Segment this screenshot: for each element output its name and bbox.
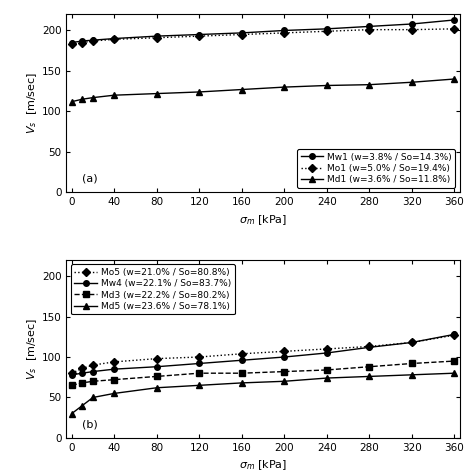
- Md1 (w=3.6% / So=11.8%): [111, 92, 117, 98]
- Mo1 (w=5.0% / So=19.4%): [90, 38, 96, 44]
- Mo5 (w=21.0% / So=80.8%): [196, 354, 202, 360]
- Line: Mw4 (w=22.1% / So=83.7%): Mw4 (w=22.1% / So=83.7%): [69, 332, 457, 377]
- Mw1 (w=3.8% / So=14.3%): [282, 28, 287, 33]
- Mo1 (w=5.0% / So=19.4%): [154, 35, 160, 40]
- Mw4 (w=22.1% / So=83.7%): [80, 370, 85, 376]
- Mo5 (w=21.0% / So=80.8%): [69, 370, 74, 376]
- Md1 (w=3.6% / So=11.8%): [366, 82, 372, 88]
- Mw1 (w=3.8% / So=14.3%): [154, 33, 160, 39]
- Mw4 (w=22.1% / So=83.7%): [196, 361, 202, 367]
- Mw4 (w=22.1% / So=83.7%): [452, 331, 457, 337]
- Mw4 (w=22.1% / So=83.7%): [282, 354, 287, 360]
- Mw1 (w=3.8% / So=14.3%): [452, 17, 457, 23]
- Md5 (w=23.6% / So=78.1%): [366, 374, 372, 379]
- Mw4 (w=22.1% / So=83.7%): [154, 364, 160, 369]
- X-axis label: $\sigma_m$ [kPa]: $\sigma_m$ [kPa]: [239, 458, 287, 472]
- Mo5 (w=21.0% / So=80.8%): [90, 362, 96, 368]
- Md3 (w=22.2% / So=80.2%): [80, 380, 85, 386]
- Mo5 (w=21.0% / So=80.8%): [366, 344, 372, 349]
- Md3 (w=22.2% / So=80.2%): [90, 378, 96, 384]
- Mo1 (w=5.0% / So=19.4%): [111, 37, 117, 42]
- Md5 (w=23.6% / So=78.1%): [452, 370, 457, 376]
- Mo5 (w=21.0% / So=80.8%): [111, 359, 117, 365]
- Md5 (w=23.6% / So=78.1%): [409, 372, 415, 377]
- Md5 (w=23.6% / So=78.1%): [69, 411, 74, 416]
- Mw1 (w=3.8% / So=14.3%): [111, 36, 117, 41]
- Md5 (w=23.6% / So=78.1%): [154, 385, 160, 391]
- Mo5 (w=21.0% / So=80.8%): [80, 366, 85, 371]
- Mo1 (w=5.0% / So=19.4%): [409, 27, 415, 32]
- Line: Mw1 (w=3.8% / So=14.3%): Mw1 (w=3.8% / So=14.3%): [69, 17, 457, 45]
- Line: Md5 (w=23.6% / So=78.1%): Md5 (w=23.6% / So=78.1%): [68, 370, 458, 417]
- Mo1 (w=5.0% / So=19.4%): [452, 26, 457, 32]
- Mw1 (w=3.8% / So=14.3%): [80, 38, 85, 44]
- Md1 (w=3.6% / So=11.8%): [90, 95, 96, 100]
- Mw4 (w=22.1% / So=83.7%): [90, 369, 96, 375]
- Mw4 (w=22.1% / So=83.7%): [366, 345, 372, 350]
- Mo5 (w=21.0% / So=80.8%): [409, 339, 415, 345]
- Md5 (w=23.6% / So=78.1%): [324, 375, 330, 381]
- Mo5 (w=21.0% / So=80.8%): [282, 348, 287, 354]
- Md1 (w=3.6% / So=11.8%): [324, 83, 330, 89]
- Md3 (w=22.2% / So=80.2%): [452, 358, 457, 364]
- Text: (b): (b): [82, 419, 98, 429]
- Legend: Mw1 (w=3.8% / So=14.3%), Mo1 (w=5.0% / So=19.4%), Md1 (w=3.6% / So=11.8%): Mw1 (w=3.8% / So=14.3%), Mo1 (w=5.0% / S…: [297, 149, 455, 188]
- Md5 (w=23.6% / So=78.1%): [111, 391, 117, 397]
- Md3 (w=22.2% / So=80.2%): [154, 374, 160, 379]
- Mo5 (w=21.0% / So=80.8%): [324, 346, 330, 352]
- Md1 (w=3.6% / So=11.8%): [80, 96, 85, 102]
- Md3 (w=22.2% / So=80.2%): [409, 361, 415, 367]
- Mw1 (w=3.8% / So=14.3%): [90, 37, 96, 43]
- Md1 (w=3.6% / So=11.8%): [452, 76, 457, 82]
- Mw4 (w=22.1% / So=83.7%): [239, 357, 245, 363]
- Y-axis label: $V_s$  [m/sec]: $V_s$ [m/sec]: [25, 318, 39, 380]
- Mw4 (w=22.1% / So=83.7%): [69, 372, 74, 377]
- Legend: Mo5 (w=21.0% / So=80.8%), Mw4 (w=22.1% / So=83.7%), Md3 (w=22.2% / So=80.2%), Md: Mo5 (w=21.0% / So=80.8%), Mw4 (w=22.1% /…: [71, 265, 235, 315]
- Mw4 (w=22.1% / So=83.7%): [111, 367, 117, 372]
- Mo1 (w=5.0% / So=19.4%): [239, 31, 245, 37]
- Mw1 (w=3.8% / So=14.3%): [239, 30, 245, 36]
- Mo1 (w=5.0% / So=19.4%): [366, 27, 372, 32]
- Mo1 (w=5.0% / So=19.4%): [282, 30, 287, 36]
- Mw4 (w=22.1% / So=83.7%): [324, 350, 330, 356]
- Mo1 (w=5.0% / So=19.4%): [80, 40, 85, 45]
- Md1 (w=3.6% / So=11.8%): [154, 91, 160, 97]
- Md3 (w=22.2% / So=80.2%): [282, 369, 287, 375]
- Mo5 (w=21.0% / So=80.8%): [154, 356, 160, 361]
- Mw4 (w=22.1% / So=83.7%): [409, 339, 415, 345]
- Mw1 (w=3.8% / So=14.3%): [409, 21, 415, 27]
- Md5 (w=23.6% / So=78.1%): [80, 403, 85, 408]
- Md5 (w=23.6% / So=78.1%): [239, 380, 245, 386]
- Mw1 (w=3.8% / So=14.3%): [324, 26, 330, 32]
- Md5 (w=23.6% / So=78.1%): [90, 395, 96, 400]
- Md1 (w=3.6% / So=11.8%): [196, 89, 202, 95]
- Mo1 (w=5.0% / So=19.4%): [324, 29, 330, 34]
- Md3 (w=22.2% / So=80.2%): [69, 383, 74, 388]
- Line: Mo5 (w=21.0% / So=80.8%): Mo5 (w=21.0% / So=80.8%): [69, 332, 457, 376]
- Md3 (w=22.2% / So=80.2%): [111, 377, 117, 383]
- Md3 (w=22.2% / So=80.2%): [366, 364, 372, 369]
- Md3 (w=22.2% / So=80.2%): [239, 370, 245, 376]
- Md3 (w=22.2% / So=80.2%): [196, 370, 202, 376]
- Mw1 (w=3.8% / So=14.3%): [196, 31, 202, 37]
- Mo1 (w=5.0% / So=19.4%): [69, 41, 74, 47]
- Md1 (w=3.6% / So=11.8%): [409, 79, 415, 85]
- Mo5 (w=21.0% / So=80.8%): [452, 332, 457, 338]
- Line: Md1 (w=3.6% / So=11.8%): Md1 (w=3.6% / So=11.8%): [68, 76, 458, 105]
- Mw1 (w=3.8% / So=14.3%): [69, 40, 74, 45]
- Md5 (w=23.6% / So=78.1%): [196, 383, 202, 388]
- Mw1 (w=3.8% / So=14.3%): [366, 23, 372, 29]
- Mo5 (w=21.0% / So=80.8%): [239, 351, 245, 357]
- Text: (a): (a): [82, 173, 98, 183]
- Line: Mo1 (w=5.0% / So=19.4%): Mo1 (w=5.0% / So=19.4%): [69, 26, 457, 47]
- Y-axis label: $V_s$  [m/sec]: $V_s$ [m/sec]: [25, 72, 39, 134]
- Md1 (w=3.6% / So=11.8%): [239, 87, 245, 92]
- X-axis label: $\sigma_m$ [kPa]: $\sigma_m$ [kPa]: [239, 213, 287, 227]
- Md1 (w=3.6% / So=11.8%): [282, 84, 287, 90]
- Mo1 (w=5.0% / So=19.4%): [196, 33, 202, 39]
- Md1 (w=3.6% / So=11.8%): [69, 99, 74, 105]
- Line: Md3 (w=22.2% / So=80.2%): Md3 (w=22.2% / So=80.2%): [69, 358, 457, 388]
- Md5 (w=23.6% / So=78.1%): [282, 378, 287, 384]
- Md3 (w=22.2% / So=80.2%): [324, 367, 330, 373]
